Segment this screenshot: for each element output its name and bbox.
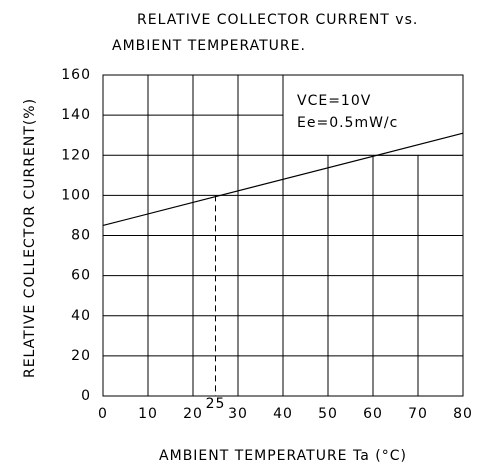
condition-text: Ee=0.5mW/c [297,115,398,131]
x-tick-label: 10 [138,406,158,422]
x-tick-label: 40 [273,406,293,422]
y-tick-label: 120 [61,147,91,163]
x-tick-label: 80 [453,406,473,422]
title-line: AMBIENT TEMPERATURE. [112,38,306,54]
x-axis-label: AMBIENT TEMPERATURE Ta (°C) [159,448,407,464]
y-tick-label: 0 [81,388,91,404]
x-tick-label: 0 [98,406,108,422]
data-line [102,132,464,227]
x-tick-label: 50 [318,406,338,422]
plot-frame [102,74,464,397]
y-tick-label: 80 [71,228,91,244]
y-tick-label: 100 [61,187,91,203]
condition-text: VCE=10V [297,93,371,109]
reference-label: 25 [206,396,226,412]
y-tick-label: 20 [71,348,91,364]
y-tick-label: 60 [71,268,91,284]
x-tick-label: 30 [228,406,248,422]
y-axis-label: RELATIVE COLLECTOR CURRENT(%) [22,98,38,378]
y-tick-label: 140 [61,107,91,123]
x-tick-label: 20 [183,406,203,422]
title-line: RELATIVE COLLECTOR CURRENT vs. [137,12,418,28]
y-tick-label: 40 [71,308,91,324]
x-tick-label: 60 [363,406,383,422]
y-tick-label: 160 [61,67,91,83]
x-tick-label: 70 [408,406,428,422]
